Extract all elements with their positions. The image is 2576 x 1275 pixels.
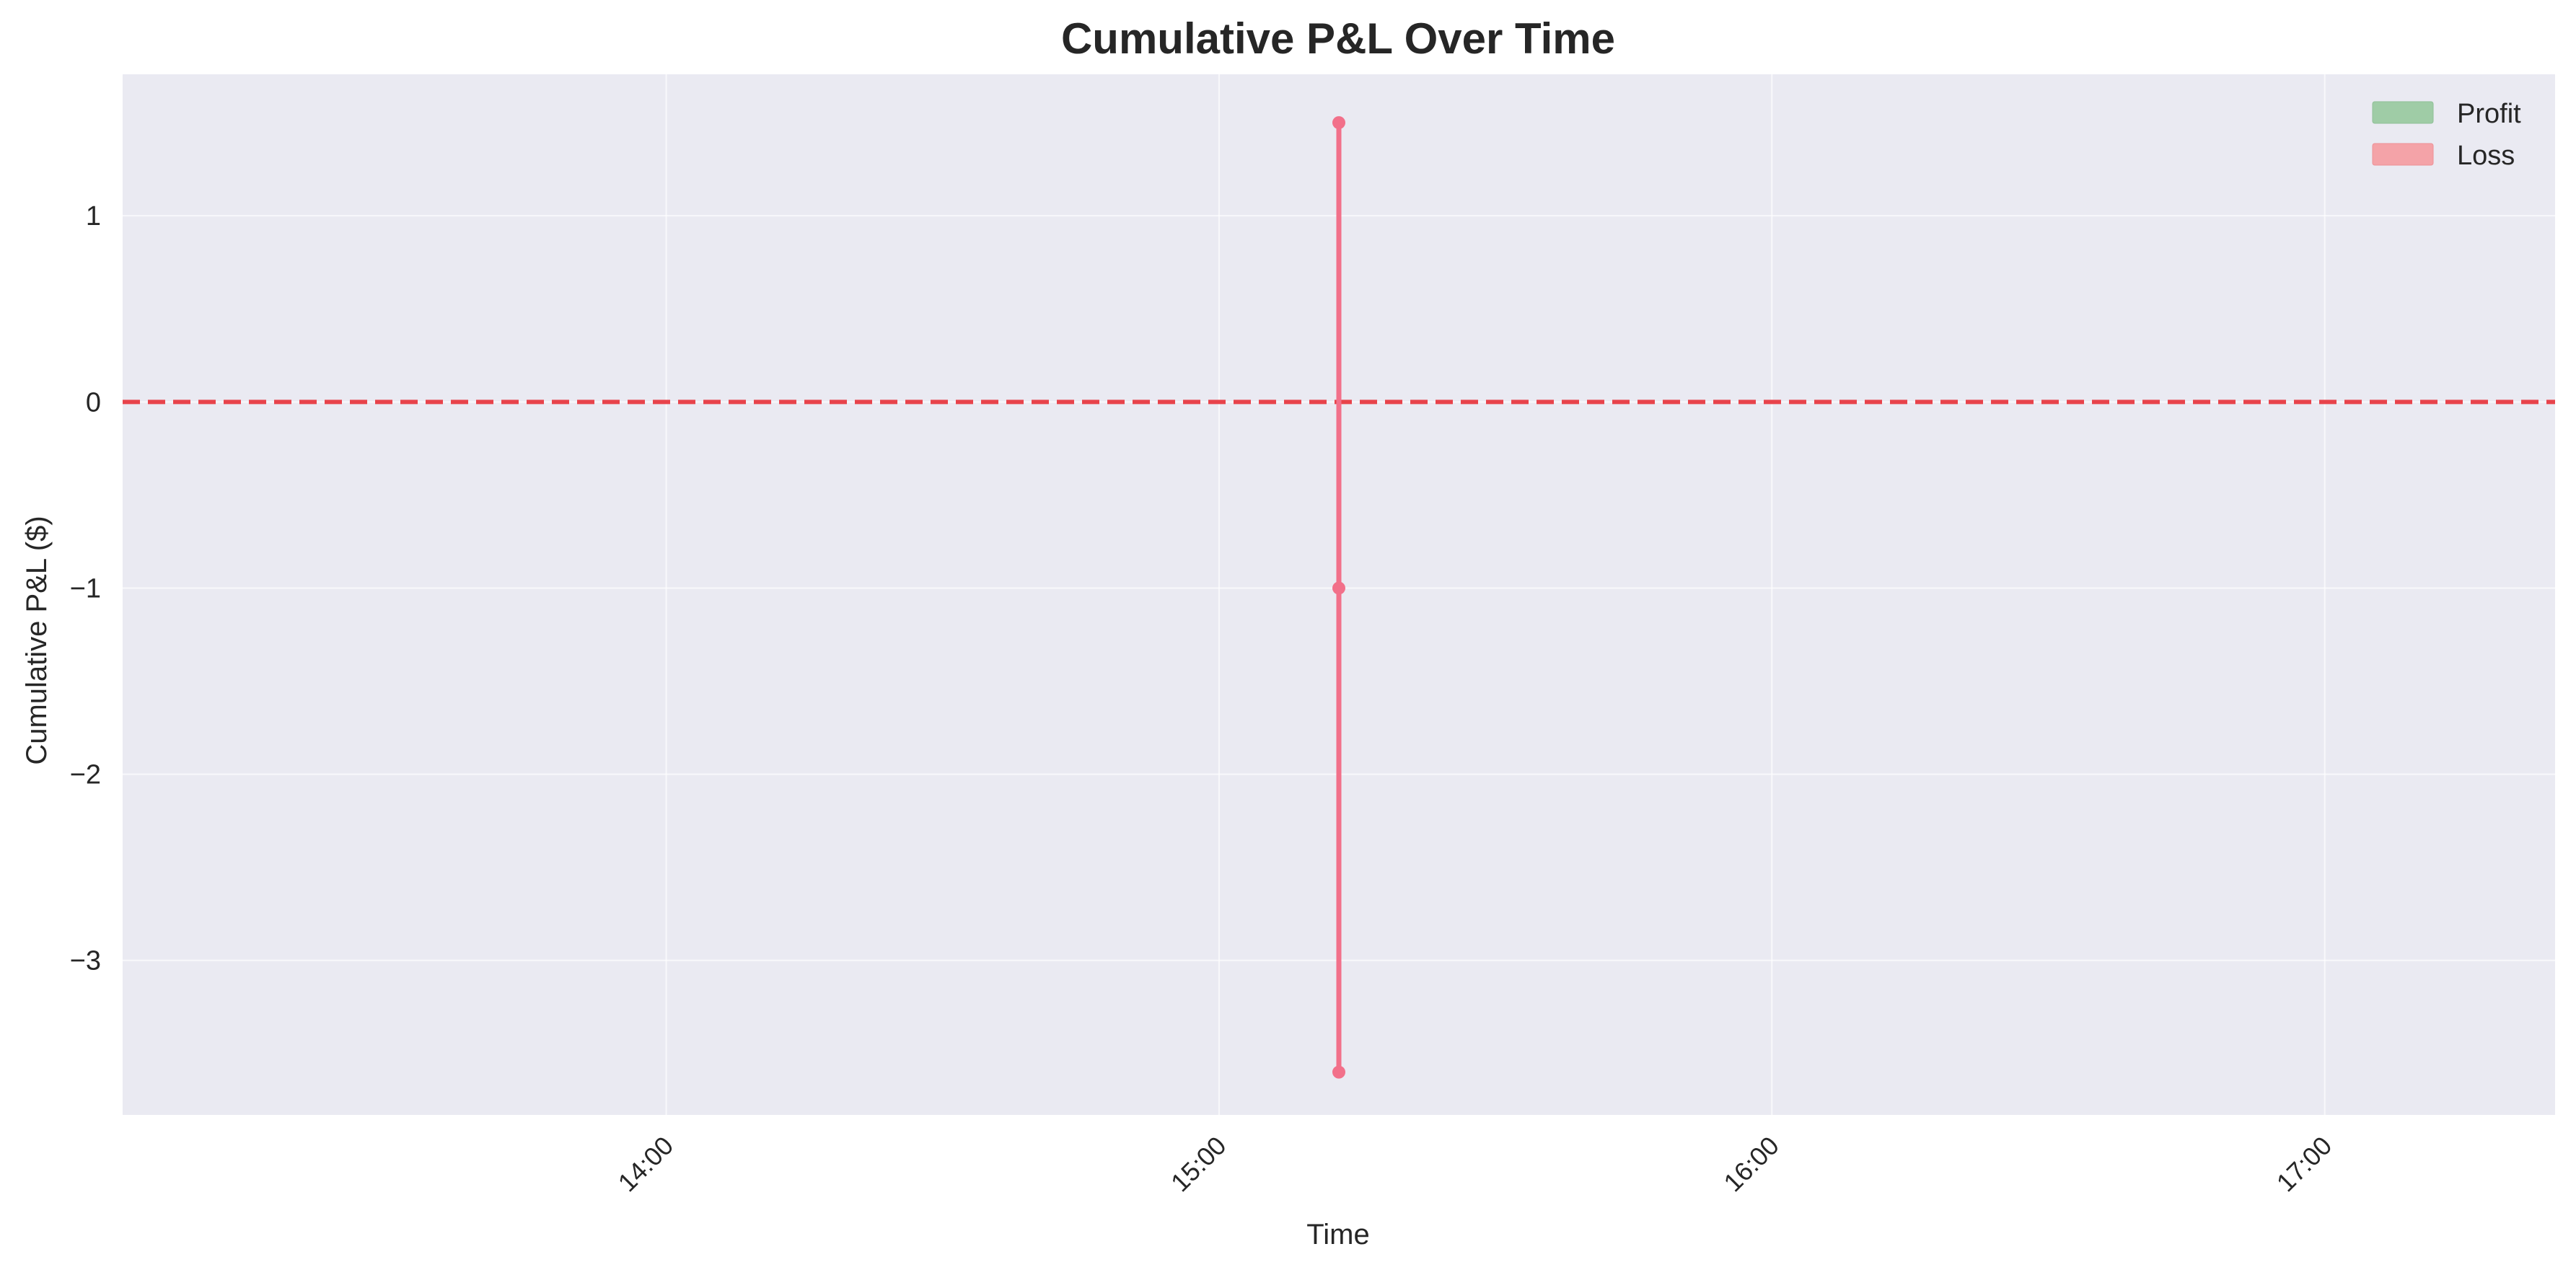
data-point <box>1332 1065 1345 1079</box>
legend: Profit Loss <box>2372 99 2521 171</box>
series-group <box>1332 116 1345 1079</box>
legend-label-loss: Loss <box>2457 141 2515 171</box>
x-tick-label: 15:00 <box>1165 1131 1232 1198</box>
y-tick-label: 0 <box>86 387 101 418</box>
legend-swatch-profit <box>2372 101 2434 124</box>
y-tick-label: −2 <box>70 760 101 790</box>
chart-title: Cumulative P&L Over Time <box>1061 14 1615 63</box>
x-tick-label: 16:00 <box>1718 1131 1785 1198</box>
y-axis-label: Cumulative P&L ($) <box>21 516 53 764</box>
y-tick-label: 1 <box>86 201 101 231</box>
data-point <box>1332 581 1345 595</box>
x-tick-labels: 14:00 15:00 16:00 17:00 <box>612 1131 2338 1198</box>
y-tick-label: −3 <box>70 946 101 976</box>
x-tick-label: 17:00 <box>2271 1131 2338 1198</box>
x-tick-label: 14:00 <box>612 1131 680 1198</box>
legend-swatch-loss <box>2372 143 2434 166</box>
x-axis-label: Time <box>1306 1219 1369 1250</box>
legend-label-profit: Profit <box>2457 99 2521 129</box>
data-point <box>1332 116 1345 130</box>
y-tick-label: −1 <box>70 573 101 604</box>
y-tick-labels: 1 0 −1 −2 −3 <box>70 201 101 976</box>
